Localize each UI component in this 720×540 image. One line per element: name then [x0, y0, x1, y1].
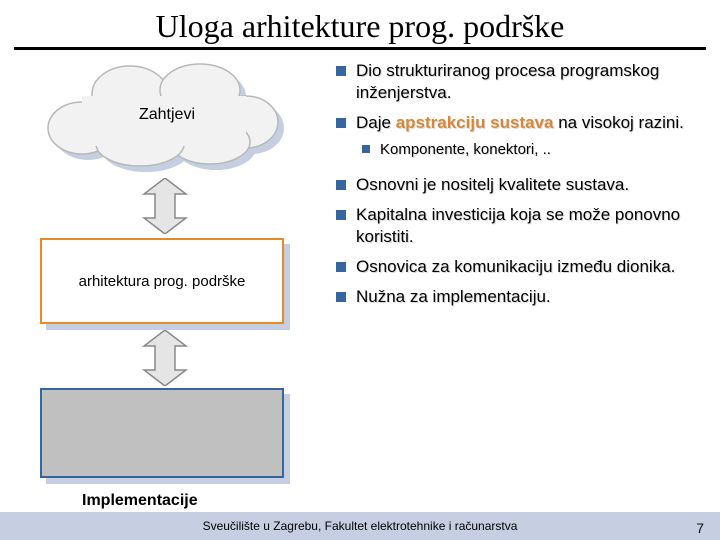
implementation-box [40, 388, 284, 478]
bullet-text: Daje [356, 113, 396, 132]
diagram-column: Zahtjevi arhitektura prog. podrške Imple… [30, 54, 310, 494]
page-number: 7 [696, 520, 704, 536]
bullet-text: Nužna za implementaciju. [356, 287, 551, 306]
page-title: Uloga arhitekture prog. podrške [0, 0, 720, 47]
bullet-item: Osnovica za komunikaciju između dionika. [330, 256, 706, 286]
cloud-requirements: Zahtjevi [40, 60, 294, 176]
bullet-text: na visokoj razini. [554, 113, 684, 132]
bullet-text: Osnovica za komunikaciju između dionika. [356, 257, 675, 276]
double-arrow-bottom [142, 330, 188, 386]
bullet-list-region: Dio strukturiranog procesa programskog i… [330, 60, 706, 316]
content-area: Zahtjevi arhitektura prog. podrške Imple… [0, 54, 720, 494]
sub-bullet-text: Komponente, konektori, .. [380, 141, 551, 158]
bullet-item: Dio strukturiranog procesa programskog i… [330, 60, 706, 112]
sub-bullet-list: Komponente, konektori, .. [356, 140, 706, 164]
architecture-label: arhitektura prog. podrške [79, 273, 246, 290]
bullet-text: Kapitalna investicija koja se može ponov… [356, 205, 680, 246]
sub-bullet-item: Komponente, konektori, .. [356, 140, 706, 164]
bullet-item: Nužna za implementaciju. [330, 286, 706, 316]
bullet-text: Osnovni je nositelj kvalitete sustava. [356, 175, 629, 194]
architecture-box: arhitektura prog. podrške [40, 238, 284, 324]
bullet-item: Daje apstrakciju sustava na visokoj razi… [330, 112, 706, 174]
highlight-text: apstrakciju sustava [396, 113, 554, 132]
footer-text: Sveučilište u Zagrebu, Fakultet elektrot… [203, 519, 518, 533]
bullet-item: Kapitalna investicija koja se može ponov… [330, 204, 706, 256]
bullet-list: Dio strukturiranog procesa programskog i… [330, 60, 706, 316]
title-rule [14, 47, 706, 50]
implementation-label: Implementacije [82, 492, 198, 510]
bullet-item: Osnovni je nositelj kvalitete sustava. [330, 174, 706, 204]
footer-bar: Sveučilište u Zagrebu, Fakultet elektrot… [0, 512, 720, 540]
bullet-text: Dio strukturiranog procesa programskog i… [356, 61, 659, 102]
double-arrow-top [142, 178, 188, 234]
cloud-label: Zahtjevi [40, 106, 294, 124]
